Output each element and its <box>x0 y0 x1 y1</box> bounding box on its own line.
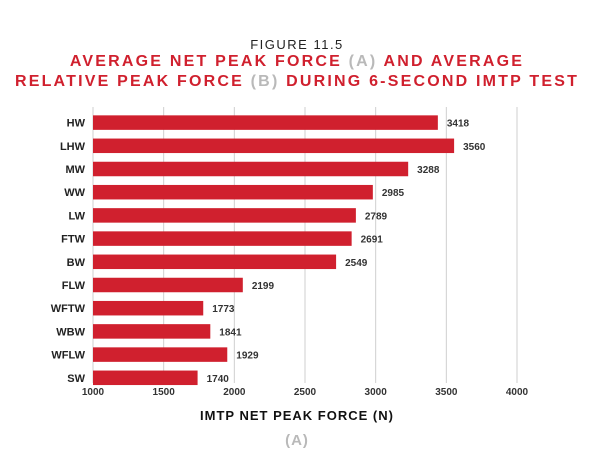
x-tick-label: 3500 <box>435 387 458 398</box>
figure-label: FIGURE 11.5 <box>250 37 344 52</box>
title-text-4: DURING 6-SECOND IMTP TEST <box>279 73 580 90</box>
title-text-2: AND AVERAGE <box>377 53 525 70</box>
bar <box>93 208 356 223</box>
data-label: 1740 <box>207 374 230 385</box>
category-label: WBW <box>56 326 85 338</box>
panel-label: (A) <box>285 432 309 449</box>
category-label: BW <box>67 257 86 269</box>
bar <box>93 277 243 293</box>
bar <box>93 231 352 246</box>
category-label: MW <box>65 164 85 176</box>
data-label: 2789 <box>365 211 388 222</box>
data-label: 3560 <box>463 142 486 153</box>
x-tick-label: 2000 <box>223 387 246 398</box>
bar <box>93 370 198 386</box>
x-tick-label: 4000 <box>506 387 529 398</box>
category-label: HW <box>67 118 86 130</box>
title-text-3: RELATIVE PEAK FORCE <box>14 73 251 90</box>
category-label: WFTW <box>51 303 86 315</box>
x-tick-label: 3000 <box>365 387 388 398</box>
bar <box>93 254 337 270</box>
title-text-1: AVERAGE NET PEAK FORCE <box>69 53 349 70</box>
category-label: WW <box>64 187 85 199</box>
category-label: FLW <box>62 280 86 292</box>
category-label: SW <box>67 373 85 385</box>
x-tick-label: 1000 <box>82 387 105 398</box>
data-label: 3418 <box>447 119 470 130</box>
x-tick-label: 1500 <box>153 387 176 398</box>
bar <box>93 115 438 130</box>
data-label: 3288 <box>417 165 440 176</box>
bar <box>93 138 455 154</box>
title-panel-b: (B) <box>250 73 280 90</box>
bar <box>93 347 228 362</box>
data-label: 2691 <box>361 235 384 246</box>
bar <box>93 161 409 177</box>
chart-title-line-1: AVERAGE NET PEAK FORCE (A) AND AVERAGE <box>0 53 594 71</box>
bar <box>93 300 204 316</box>
category-label: LHW <box>60 141 86 153</box>
bar <box>93 184 373 200</box>
data-label: 2199 <box>252 281 275 292</box>
category-label: WFLW <box>51 350 85 362</box>
data-label: 1929 <box>236 351 259 362</box>
x-axis-title: IMTP NET PEAK FORCE (N) <box>200 408 394 423</box>
category-label: FTW <box>61 234 85 246</box>
title-panel-a: (A) <box>348 53 378 70</box>
category-label: LW <box>69 210 86 222</box>
bar <box>93 324 211 339</box>
chart-title-line-2: RELATIVE PEAK FORCE (B) DURING 6-SECOND … <box>0 73 594 91</box>
data-label: 1773 <box>212 304 235 315</box>
data-label: 2549 <box>345 258 368 269</box>
x-tick-label: 2500 <box>294 387 317 398</box>
data-label: 2985 <box>382 188 405 199</box>
data-label: 1841 <box>219 327 242 338</box>
